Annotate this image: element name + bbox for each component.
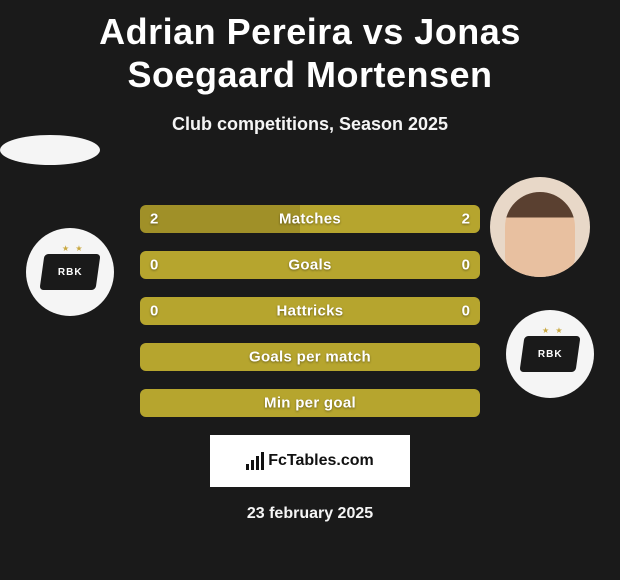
stat-label: Hattricks	[277, 303, 344, 320]
stat-label: Goals	[288, 257, 331, 274]
bar-chart-icon	[246, 452, 264, 470]
stat-row: 0 0 Hattricks	[0, 297, 620, 325]
stat-value-left: 2	[150, 211, 158, 228]
stat-label: Matches	[279, 211, 341, 228]
stat-row: 0 0 Goals	[0, 251, 620, 279]
comparison-date: 23 february 2025	[0, 505, 620, 523]
stat-value-right: 0	[462, 303, 470, 320]
comparison-subtitle: Club competitions, Season 2025	[0, 114, 620, 135]
stat-row: Goals per match	[0, 343, 620, 371]
stat-row: Min per goal	[0, 389, 620, 417]
stat-bar: 0 0 Goals	[140, 251, 480, 279]
stat-value-right: 2	[462, 211, 470, 228]
stat-bar: Goals per match	[140, 343, 480, 371]
stat-value-right: 0	[462, 257, 470, 274]
stat-value-left: 0	[150, 303, 158, 320]
stat-bar: 0 0 Hattricks	[140, 297, 480, 325]
stat-label: Min per goal	[264, 395, 356, 412]
stat-value-left: 0	[150, 257, 158, 274]
stats-container: 2 2 Matches 0 0 Goals 0 0 Hattricks Goals per mat…	[0, 205, 620, 417]
stat-row: 2 2 Matches	[0, 205, 620, 233]
player-left-avatar	[0, 135, 100, 165]
stat-label: Goals per match	[249, 349, 371, 366]
stat-bar: Min per goal	[140, 389, 480, 417]
comparison-title: Adrian Pereira vs Jonas Soegaard Mortens…	[0, 0, 620, 96]
fctables-label: FcTables.com	[268, 452, 374, 470]
fctables-watermark: FcTables.com	[210, 435, 410, 487]
stat-bar: 2 2 Matches	[140, 205, 480, 233]
